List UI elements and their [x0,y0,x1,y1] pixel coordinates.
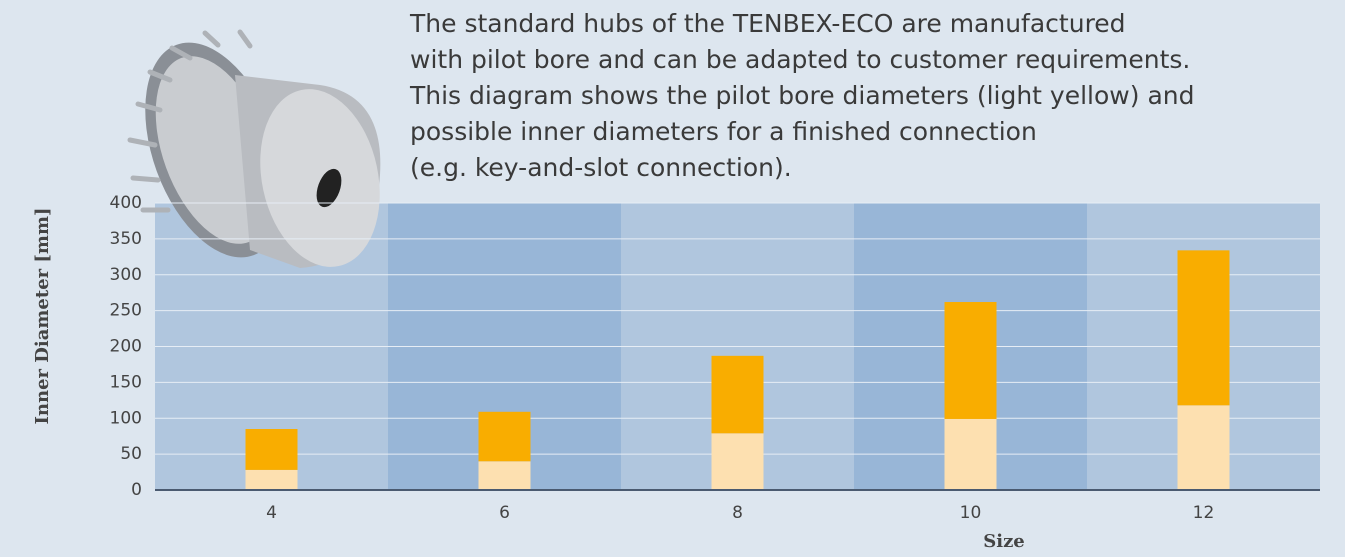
y-tick-label: 100 [110,408,142,428]
bar-segment [944,302,997,419]
x-axis-title: Size [983,531,1025,552]
hub-image [127,29,381,268]
description-line: with pilot bore and can be adapted to cu… [410,45,1190,74]
bar-segment [478,461,531,490]
bar-segment [245,469,298,490]
description-line: possible inner diameters for a finished … [410,117,1037,146]
description: The standard hubs of the TENBEX-ECO are … [409,9,1194,182]
y-tick-label: 200 [110,337,142,357]
y-axis-title: Inner Diameter [mm] [32,207,53,424]
description-line: This diagram shows the pilot bore diamet… [409,81,1194,110]
y-tick-label: 50 [120,444,142,464]
y-tick-label: 250 [110,301,142,321]
description-line: The standard hubs of the TENBEX-ECO are … [409,9,1126,38]
bar-segment [1177,250,1230,406]
y-tick-label: 300 [110,265,142,285]
x-tick-label: 6 [499,503,510,523]
x-tick-label: 8 [732,503,743,523]
bar-segment [711,433,764,490]
y-tick-label: 400 [110,193,142,213]
bar-segment [245,429,298,470]
bar-segment [1177,405,1230,490]
x-tick-label: 4 [266,503,277,523]
y-tick-label: 0 [131,480,142,500]
bar-segment [478,411,531,462]
x-tick-label: 10 [960,503,982,523]
y-tick-label: 350 [110,229,142,249]
description-line: (e.g. key-and-slot connection). [410,153,792,182]
y-tick-label: 150 [110,372,142,392]
bar-segment [711,355,764,434]
bar-segment [944,418,997,490]
x-tick-label: 12 [1193,503,1215,523]
